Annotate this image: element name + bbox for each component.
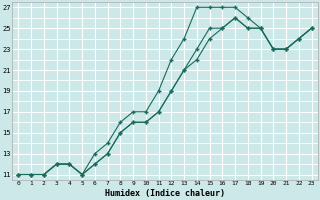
X-axis label: Humidex (Indice chaleur): Humidex (Indice chaleur) <box>105 189 225 198</box>
